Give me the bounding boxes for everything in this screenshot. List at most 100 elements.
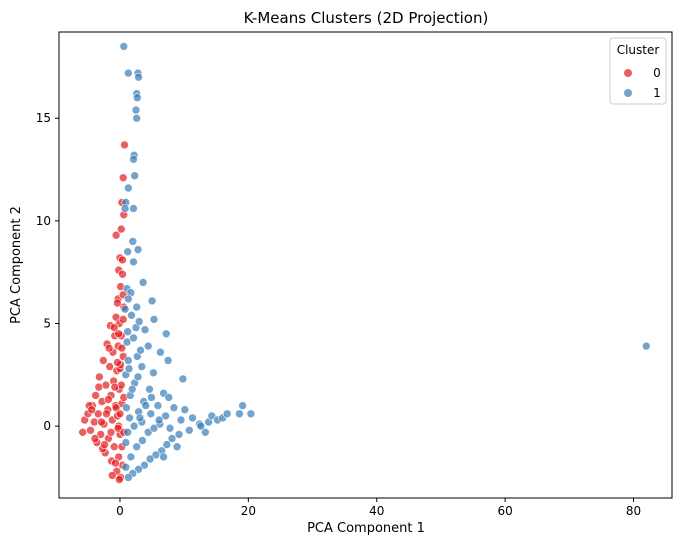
legend-title: Cluster — [617, 43, 660, 57]
data-point — [174, 430, 184, 439]
data-point — [110, 382, 120, 392]
y-tick-label: 5 — [43, 317, 51, 331]
data-point — [135, 413, 145, 423]
series-cluster-1 — [119, 42, 651, 482]
legend-marker-cluster-0 — [624, 69, 632, 77]
data-point — [162, 440, 172, 449]
x-axis-ticks: 0 20 40 60 80 — [116, 498, 641, 518]
data-point — [134, 317, 144, 326]
data-point — [159, 452, 168, 462]
data-point — [105, 362, 114, 371]
y-axis-label: PCA Component 2 — [9, 206, 24, 324]
data-point — [235, 409, 244, 419]
data-point — [113, 358, 122, 367]
data-point — [94, 382, 104, 392]
data-point — [167, 434, 177, 443]
data-point — [126, 452, 136, 462]
data-point — [140, 325, 150, 335]
legend-box — [609, 37, 667, 105]
data-point — [104, 395, 113, 404]
data-point — [164, 393, 174, 402]
data-point — [127, 310, 136, 320]
data-point — [172, 442, 182, 452]
data-point — [124, 364, 134, 374]
data-point — [86, 425, 95, 435]
data-point — [201, 427, 210, 437]
data-point — [106, 427, 116, 437]
x-tick-label: 0 — [116, 504, 124, 518]
data-point — [109, 323, 119, 332]
data-point — [133, 245, 143, 254]
x-axis-label: PCA Component 1 — [307, 521, 425, 536]
data-point — [118, 173, 128, 183]
data-point — [118, 255, 127, 265]
data-point — [147, 393, 156, 402]
data-point — [122, 337, 132, 347]
series-cluster-0 — [78, 140, 129, 484]
data-point — [129, 421, 139, 431]
data-point — [109, 442, 119, 452]
data-point — [125, 413, 134, 423]
data-point — [161, 329, 171, 339]
data-point — [87, 405, 96, 415]
data-point — [185, 425, 194, 435]
y-tick-label: 10 — [36, 214, 51, 228]
data-point — [91, 391, 100, 400]
data-point — [145, 454, 155, 464]
data-point — [238, 401, 247, 410]
data-point — [138, 278, 148, 287]
legend: Cluster 0 1 — [609, 37, 667, 105]
data-point — [180, 405, 190, 415]
data-point — [121, 438, 131, 447]
data-point — [108, 471, 117, 480]
data-point — [145, 384, 154, 394]
data-point — [101, 380, 111, 390]
data-point — [161, 411, 170, 421]
data-points — [78, 42, 651, 484]
data-point — [140, 460, 149, 470]
data-point — [96, 430, 105, 439]
data-point — [117, 343, 127, 353]
x-tick-label: 80 — [626, 504, 641, 518]
data-point — [163, 356, 173, 365]
data-point — [133, 372, 143, 382]
data-point — [137, 362, 147, 371]
data-point — [124, 356, 133, 365]
data-point — [147, 296, 157, 306]
data-point — [95, 372, 104, 382]
data-point — [120, 204, 130, 213]
data-point — [156, 347, 165, 357]
data-point — [93, 409, 103, 419]
data-point — [123, 327, 132, 337]
legend-label-cluster-1: 1 — [653, 86, 661, 100]
data-point — [178, 374, 188, 384]
data-point — [127, 384, 137, 394]
data-point — [123, 247, 132, 256]
data-point — [132, 113, 141, 123]
data-point — [149, 423, 159, 433]
y-axis-ticks: 0 5 10 15 — [36, 111, 59, 433]
legend-marker-cluster-1 — [624, 89, 632, 97]
legend-label-cluster-0: 0 — [653, 66, 661, 80]
data-point — [124, 294, 133, 304]
data-point — [134, 72, 143, 82]
data-point — [99, 356, 108, 365]
x-tick-label: 60 — [497, 504, 512, 518]
data-point — [196, 421, 206, 431]
y-tick-label: 0 — [43, 419, 51, 433]
data-point — [121, 462, 131, 472]
data-point — [143, 427, 153, 437]
data-point — [115, 475, 124, 484]
data-point — [124, 183, 133, 193]
data-point — [78, 427, 87, 437]
data-point — [129, 333, 138, 343]
x-tick-label: 20 — [241, 504, 256, 518]
data-point — [222, 409, 232, 419]
data-point — [641, 341, 651, 351]
data-point — [132, 302, 141, 312]
data-point — [111, 458, 120, 468]
data-point — [153, 401, 163, 410]
data-point — [130, 171, 139, 180]
data-point — [129, 257, 138, 267]
data-point — [149, 315, 159, 324]
